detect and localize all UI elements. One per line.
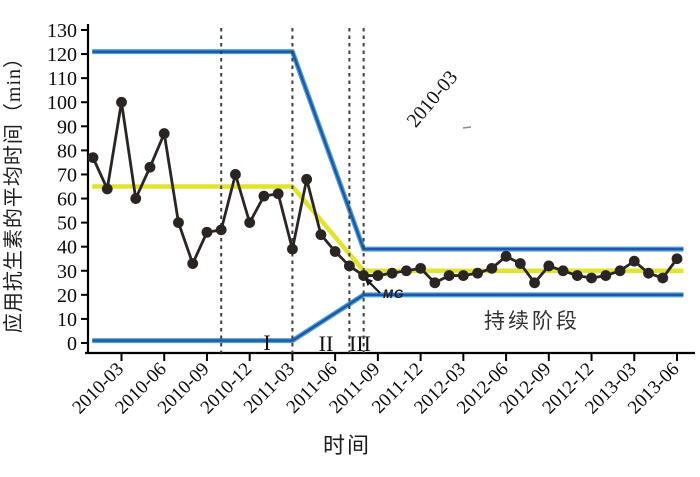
data-point [415,262,427,274]
phase-label-III: III [349,331,371,356]
data-point [144,161,156,173]
y-tick-label: 80 [57,140,77,162]
data-point [315,229,327,241]
y-tick-label: 70 [57,164,77,186]
data-point [329,246,341,257]
data-point [101,183,113,195]
y-tick-label: 120 [47,44,77,66]
data-point [486,262,498,274]
center-line [92,184,684,274]
data-point [230,169,241,180]
data-point [614,265,626,277]
data-point [472,267,483,279]
mg-label: MG [383,287,404,301]
y-tick-label: 110 [48,68,77,90]
data-point [671,253,683,265]
y-tick-label: 0 [67,333,77,355]
data-point [500,250,512,262]
data-point [287,243,298,255]
lcl-line [92,293,684,342]
data-point [116,96,127,108]
data-point [600,270,612,281]
mg-arrow-head [364,277,373,286]
y-tick-label: 30 [57,261,77,283]
data-point [628,255,640,267]
data-point [343,260,355,272]
y-axis-title: 应用抗生素的平均时间（min） [2,47,25,333]
y-tick-label: 10 [57,309,77,331]
data-point [443,270,455,281]
y-tick-label: 20 [57,285,77,307]
data-point [87,152,99,164]
x-axis-title: 时间 [323,433,371,458]
data-point [429,277,441,289]
data-point [400,265,412,277]
data-point [173,217,184,229]
data-point [643,267,654,279]
data-point [457,270,469,281]
data-point [244,217,256,229]
data-point [657,272,669,284]
data-point [557,265,569,277]
phase-label-I: I [263,330,270,355]
sustain-phase-label: 持续阶段 [484,309,580,333]
y-tick-label: 40 [57,237,77,259]
data-point [258,190,270,202]
y-tick-label: 130 [47,20,77,42]
y-tick-label: 90 [57,116,77,138]
data-point [529,277,540,289]
data-series-line [91,100,679,285]
data-point [158,128,170,139]
data-point [272,188,284,200]
data-point [301,173,313,185]
data-point [372,270,384,281]
data-point [543,260,555,272]
data-point [130,193,142,204]
chart-generated-layer: 01020304050607080901001101201302010-0320… [47,20,695,418]
decorative-dash-mark [462,126,472,129]
data-point [586,272,597,284]
data-point [187,258,199,269]
mg-arrow-line [369,282,381,294]
y-tick-label: 60 [57,189,77,211]
data-point [215,224,227,236]
annotation-date-label: 2010-03 [403,67,463,132]
phase-label-II: II [319,331,334,356]
y-tick-label: 50 [57,213,77,235]
data-point [386,267,398,279]
data-point [201,226,213,238]
y-tick-label: 100 [47,92,77,114]
data-point [571,270,583,281]
ucl-line [92,50,684,251]
lcl-line-outer [92,292,684,344]
mg-annotation: MG [364,277,404,301]
data-point [514,258,526,269]
